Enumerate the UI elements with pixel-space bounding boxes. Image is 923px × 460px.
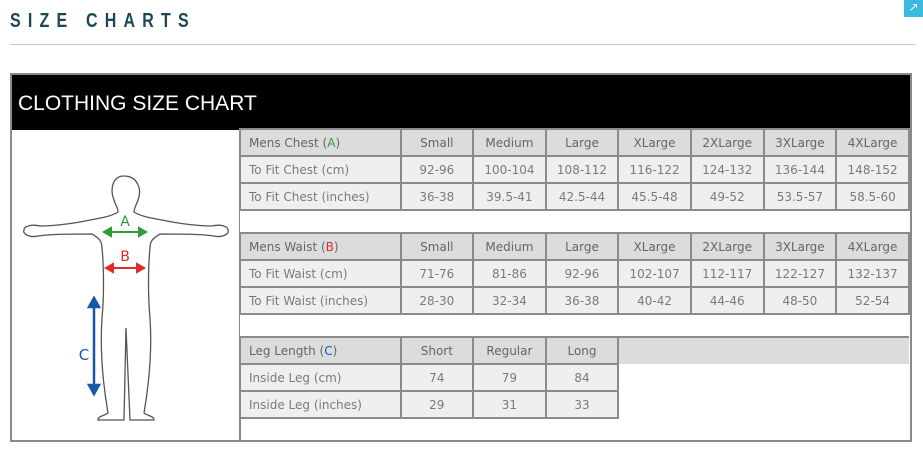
leg-header: Leg Length (C): [239, 336, 402, 365]
row-label: To Fit Chest (inches): [239, 182, 402, 211]
size-value: 42.5-44: [544, 182, 620, 211]
size-header: Large: [544, 232, 620, 261]
size-value: 32-34: [472, 286, 547, 315]
size-value: 36-38: [544, 286, 620, 315]
label-b: B: [120, 249, 130, 265]
size-header: Short: [399, 336, 475, 365]
size-value: 58.5-60: [835, 182, 910, 211]
size-value: 100-104: [472, 155, 547, 184]
divider: [10, 44, 916, 45]
size-header: Medium: [472, 128, 547, 157]
size-value: 84: [544, 363, 620, 392]
size-header: Regular: [472, 336, 547, 365]
size-value: 49-52: [689, 182, 765, 211]
size-value: 33: [544, 390, 620, 419]
spacer-row: [240, 313, 909, 338]
measure-key: B: [325, 239, 334, 254]
size-value: 108-112: [544, 155, 620, 184]
size-header: Large: [544, 128, 620, 157]
size-header: 4XLarge: [835, 128, 910, 157]
size-value: 124-132: [689, 155, 765, 184]
size-value: 45.5-48: [617, 182, 692, 211]
table-row: To Fit Chest (inches) 36-38 39.5-41 42.5-44…: [239, 182, 910, 211]
size-value: 116-122: [617, 155, 692, 184]
row-label: To Fit Waist (inches): [239, 286, 402, 315]
size-value: 92-96: [399, 155, 475, 184]
size-value: 74: [399, 363, 475, 392]
leg-arrow: [86, 295, 102, 397]
size-value: 39.5-41: [472, 182, 547, 211]
chest-arrow: [101, 226, 149, 238]
arrow-icon: ↗: [908, 0, 919, 14]
table-row: To Fit Chest (cm) 92-96 100-104 108-112 116-…: [239, 155, 910, 184]
chest-header-row: Mens Chest (A) Small Medium Large XLarge 2XLa…: [239, 128, 910, 157]
waist-header-row: Mens Waist (B) Small Medium Large XLarge 2XLa…: [239, 232, 910, 261]
body-figure: A B C: [12, 128, 241, 440]
size-value: 79: [472, 363, 547, 392]
size-header: 3XLarge: [762, 232, 838, 261]
row-label: To Fit Waist (cm): [239, 259, 402, 288]
row-label: To Fit Chest (cm): [239, 155, 402, 184]
size-value: 112-117: [689, 259, 765, 288]
size-value: 132-137: [835, 259, 910, 288]
scroll-top-button[interactable]: ↗: [904, 0, 923, 17]
size-header: 4XLarge: [835, 232, 910, 261]
table-row: Inside Leg (inches) 29 31 33: [239, 390, 909, 419]
row-label: Inside Leg (inches): [239, 390, 402, 419]
measure-key: C: [324, 343, 333, 358]
size-value: 36-38: [399, 182, 475, 211]
size-header: Medium: [472, 232, 547, 261]
size-header: XLarge: [617, 128, 692, 157]
table-row: To Fit Waist (cm) 71-76 81-86 92-96 102-107 1…: [239, 259, 910, 288]
size-header: Long: [544, 336, 620, 365]
chart-title: CLOTHING SIZE CHART: [12, 73, 910, 130]
size-value: 40-42: [617, 286, 692, 315]
size-header: 2XLarge: [689, 128, 765, 157]
measure-key: A: [327, 135, 336, 150]
size-table: Mens Chest (A) Small Medium Large XLarge 2XLa…: [239, 128, 910, 419]
waist-header: Mens Waist (B): [239, 232, 402, 261]
label-c: C: [79, 346, 89, 364]
spacer-row: [240, 209, 909, 234]
size-value: 28-30: [399, 286, 475, 315]
size-header: Small: [399, 232, 475, 261]
size-value: 136-144: [762, 155, 838, 184]
size-value: 31: [472, 390, 547, 419]
table-row: To Fit Waist (inches) 28-30 32-34 36-38 40-4…: [239, 286, 910, 315]
page-title: SIZE CHARTS: [10, 10, 196, 32]
size-header: 2XLarge: [689, 232, 765, 261]
size-value: 122-127: [762, 259, 838, 288]
label-a: A: [120, 214, 130, 230]
size-value: 71-76: [399, 259, 475, 288]
size-value: 148-152: [835, 155, 910, 184]
table-row: Inside Leg (cm) 74 79 84: [239, 363, 909, 392]
size-value: 52-54: [835, 286, 910, 315]
size-chart: CLOTHING SIZE CHART A B C Mens Chest (A)…: [10, 73, 912, 442]
size-value: 29: [399, 390, 475, 419]
waist-arrow: [103, 262, 147, 274]
size-header: 3XLarge: [762, 128, 838, 157]
size-header: XLarge: [617, 232, 692, 261]
leg-header-row: Leg Length (C) Short Regular Long: [239, 336, 909, 365]
size-value: 48-50: [762, 286, 838, 315]
size-value: 44-46: [689, 286, 765, 315]
row-label: Inside Leg (cm): [239, 363, 402, 392]
size-value: 102-107: [617, 259, 692, 288]
size-header: Small: [399, 128, 475, 157]
size-value: 81-86: [472, 259, 547, 288]
chest-header: Mens Chest (A): [239, 128, 402, 157]
size-value: 53.5-57: [762, 182, 838, 211]
size-value: 92-96: [544, 259, 620, 288]
